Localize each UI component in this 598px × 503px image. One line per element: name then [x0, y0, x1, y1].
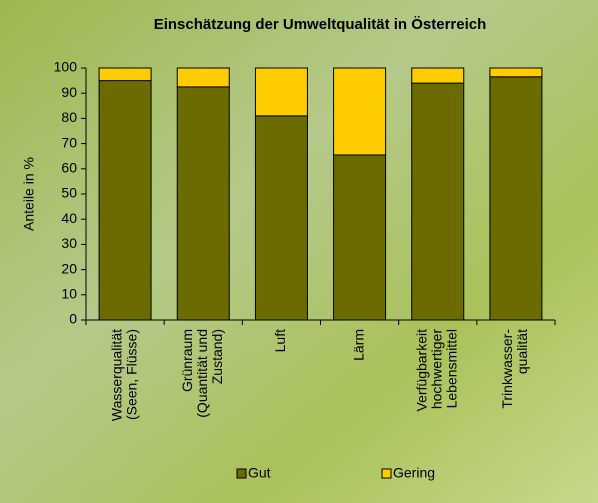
y-tick-label: 10 [61, 286, 77, 302]
bar-segment [177, 68, 229, 87]
bar-segment [255, 116, 307, 320]
bar-segment [255, 68, 307, 116]
y-tick-label: 50 [61, 185, 77, 201]
y-tick-label: 90 [61, 84, 77, 100]
bar-segment [334, 68, 386, 155]
x-tick-label: qualität [514, 329, 530, 374]
legend-label: Gut [248, 465, 271, 481]
x-tick-label: Wasserqualität [108, 329, 124, 421]
y-tick-label: 20 [61, 260, 77, 276]
chart-title: Einschätzung der Umweltqualität in Öster… [154, 16, 487, 33]
y-tick-label: 70 [61, 134, 77, 150]
bar-segment [334, 155, 386, 320]
legend-swatch [382, 469, 391, 478]
legend-swatch [237, 469, 246, 478]
y-tick-label: 80 [61, 109, 77, 125]
x-tick-label: Lärm [350, 329, 366, 361]
x-tick-label: (Quantität und [194, 329, 210, 418]
bar-segment [490, 77, 542, 320]
x-tick-label: Zustand) [209, 329, 225, 384]
y-tick-label: 100 [54, 59, 78, 75]
y-tick-label: 60 [61, 160, 77, 176]
bar-segment [99, 81, 151, 320]
x-tick-label: (Seen, Flüsse) [123, 329, 139, 420]
x-tick-label: Lebensmittel [443, 329, 459, 408]
x-tick-label: Verfügbarkeit [413, 329, 429, 412]
x-tick-label: Grünraum [179, 329, 195, 392]
y-tick-label: 40 [61, 210, 77, 226]
legend-label: Gering [393, 465, 435, 481]
x-tick-label: hochwertiger [428, 329, 444, 409]
x-tick-label: Trinkwasser- [499, 329, 515, 409]
bar-segment [412, 68, 464, 83]
chart: Einschätzung der Umweltqualität in Öster… [0, 0, 598, 503]
bar-segment [99, 68, 151, 81]
bar-segment [490, 68, 542, 77]
bar-segment [412, 83, 464, 320]
y-axis-label: Anteile in % [21, 157, 37, 231]
x-tick-label: Luft [272, 329, 288, 352]
bar-segment [177, 87, 229, 320]
y-tick-label: 0 [69, 311, 77, 327]
y-tick-label: 30 [61, 235, 77, 251]
